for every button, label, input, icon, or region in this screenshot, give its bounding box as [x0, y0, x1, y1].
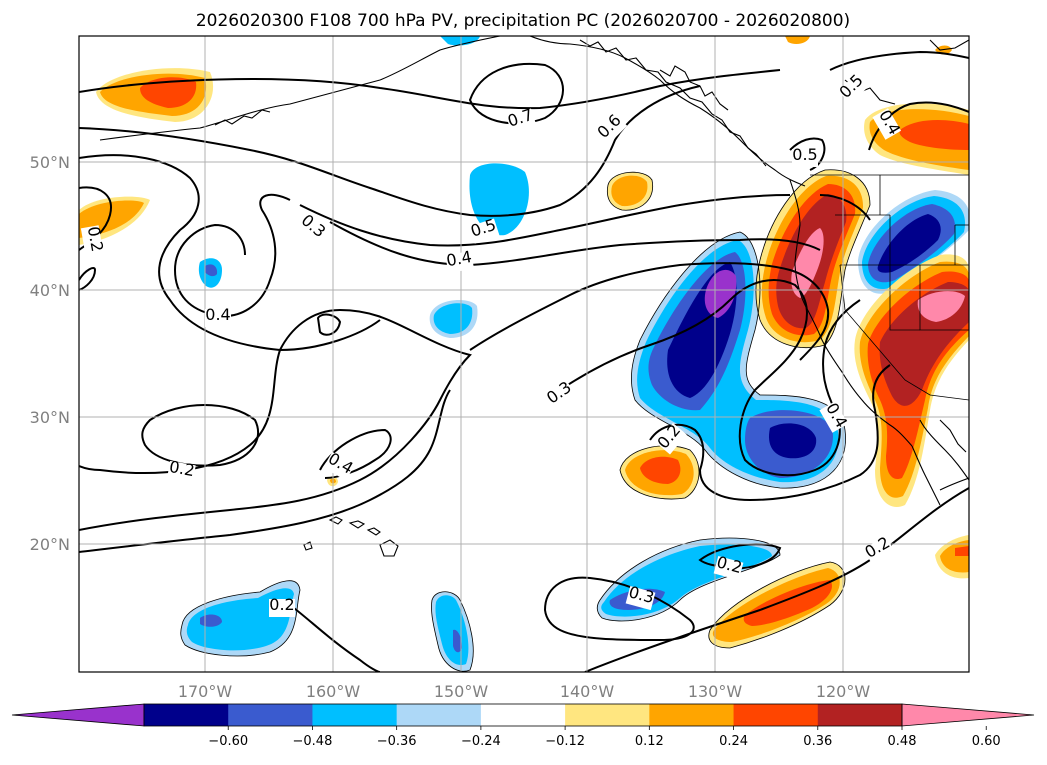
lat-label: 30°N	[30, 408, 70, 427]
colorbar-segment	[144, 704, 229, 726]
contour-label: 0.5	[792, 145, 818, 167]
contour-label: 0.2	[166, 457, 196, 484]
colorbar-tick-label: 0.12	[635, 734, 664, 749]
cold-blob-north	[469, 163, 529, 236]
map-frame	[78, 35, 970, 673]
coastlines	[99, 36, 969, 557]
hawaiian-islands	[303, 516, 399, 557]
lat-label: 20°N	[30, 535, 70, 554]
colorbar-tick-label: −0.24	[461, 734, 501, 749]
colorbar-segment	[228, 704, 313, 726]
colorbar-extend-high	[901, 703, 1035, 727]
lon-label: 170°W	[178, 682, 233, 701]
colorbar-tick-label: −0.48	[293, 734, 333, 749]
lon-label: 130°W	[688, 682, 743, 701]
contour-label: 0.4	[445, 247, 475, 274]
colorbar-segment	[649, 704, 735, 726]
colorbar-outline	[143, 703, 903, 727]
contour-label: 0.7	[505, 105, 537, 134]
lon-labels: 170°W 160°W 150°W 140°W 130°W 120°W	[178, 682, 871, 701]
map-title: 2026020300 F108 700 hPa PV, precipitatio…	[196, 11, 850, 31]
warm-blob-top-edge	[785, 36, 810, 44]
warm-blob-us-coast	[755, 169, 870, 348]
colorbar-segment	[312, 704, 398, 726]
pv-contours	[79, 50, 969, 672]
cold-blob-main	[631, 232, 846, 489]
colorbar-segment	[565, 704, 650, 726]
colorbar-tick-label: 0.36	[803, 734, 832, 749]
lon-label: 160°W	[306, 682, 361, 701]
colorbar: −0.60 −0.48 −0.36 −0.24 −0.12 0.12 0.24 0.36 0.4…	[11, 703, 1035, 749]
colorbar-segment	[817, 704, 903, 726]
contour-label: 0.4	[205, 305, 231, 327]
svg-text:0.2: 0.2	[168, 457, 196, 480]
colorbar-tick-label: 0.60	[972, 734, 1001, 749]
svg-text:0.2: 0.2	[84, 225, 107, 253]
lat-label: 50°N	[30, 153, 70, 172]
lon-label: 150°W	[434, 682, 489, 701]
cold-blob-hawaii-south	[431, 591, 474, 672]
lon-label: 120°W	[816, 682, 871, 701]
svg-text:0.5: 0.5	[792, 145, 817, 164]
colorbar-tick-label: −0.60	[208, 734, 248, 749]
warm-blob-east-edge	[935, 535, 969, 579]
map-panel: 0.7 0.6 0.5 0.5 0.5 0.4 0.4 0.4 0.4 0.4 …	[78, 35, 970, 673]
lat-lon-grid	[79, 36, 969, 672]
warm-blob-subtropical	[620, 445, 700, 500]
colorbar-segment	[480, 704, 566, 726]
contour-label: 0.2	[269, 595, 295, 617]
warm-blob-gulf-alaska	[607, 172, 653, 211]
colorbar-extend-low	[11, 703, 145, 727]
colorbar-segment	[733, 704, 819, 726]
contour-label: 0.3	[625, 582, 656, 611]
colorbar-tick-label: −0.36	[377, 734, 417, 749]
cold-blob-mid	[429, 299, 478, 338]
svg-text:0.4: 0.4	[205, 305, 230, 324]
colorbar-tick-label: 0.48	[888, 734, 917, 749]
colorbar-segment	[396, 704, 482, 726]
colorbar-tick-label: 0.24	[719, 734, 748, 749]
lat-label: 40°N	[30, 281, 70, 300]
svg-text:0.2: 0.2	[269, 595, 294, 614]
lon-label: 140°W	[560, 682, 615, 701]
contour-label: 0.2	[80, 225, 107, 255]
svg-text:0.4: 0.4	[445, 247, 473, 270]
contour-label: 0.2	[713, 552, 744, 581]
political-borders	[810, 174, 969, 401]
colorbar-tick-label: −0.12	[545, 734, 585, 749]
cold-blob-top-edge	[440, 36, 480, 46]
lat-labels: 50°N 40°N 30°N 20°N	[30, 153, 70, 554]
